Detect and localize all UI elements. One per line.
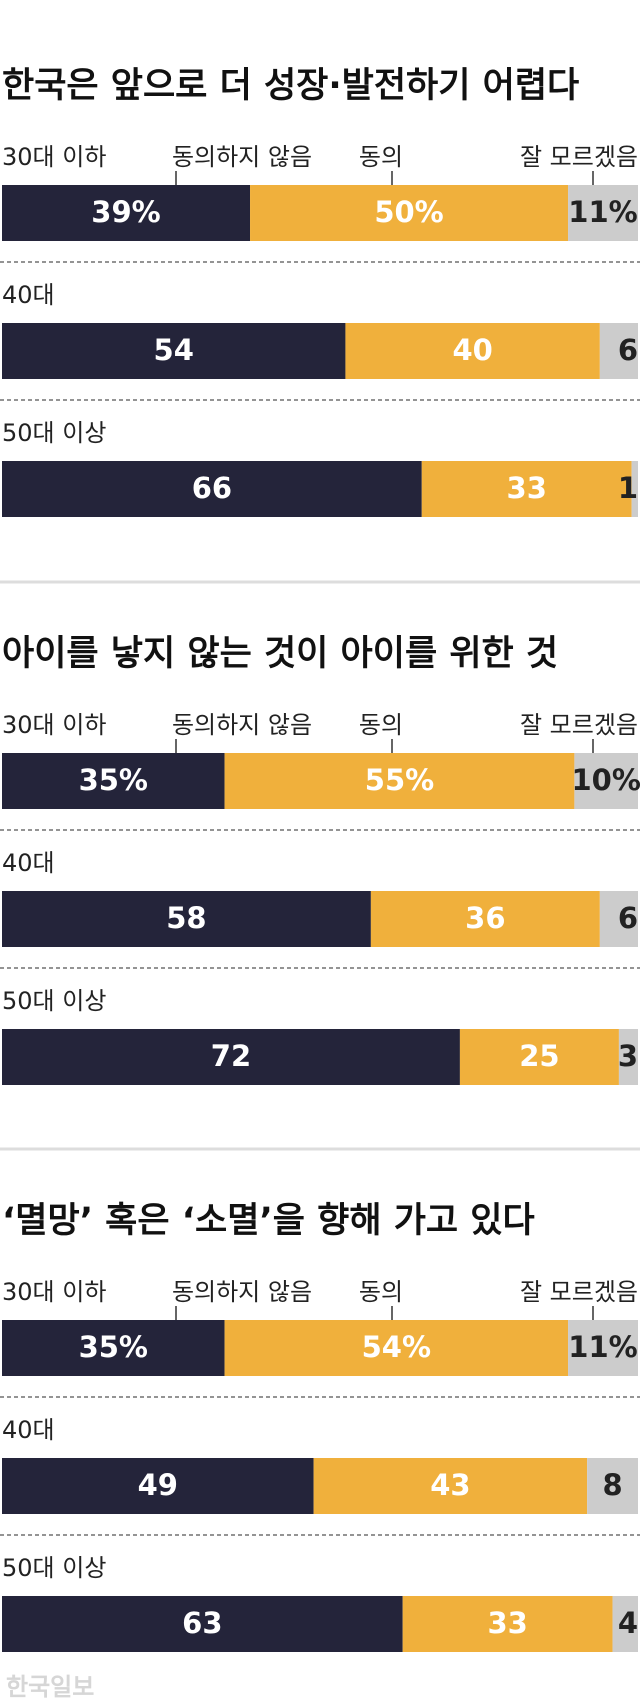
value-label: 11% — [568, 195, 637, 229]
bar-segment — [599, 323, 638, 379]
bar-segment — [2, 461, 422, 517]
bar-segment — [599, 891, 638, 947]
chart-title: ‘멸망’ 혹은 ‘소멸’을 향해 가고 있다 — [2, 1201, 535, 1241]
bar-segment — [568, 185, 638, 241]
chart-title: 아이를 낳지 않는 것이 아이를 위한 것 — [2, 634, 558, 674]
legend-label: 동의 — [359, 143, 403, 171]
bar-segment — [2, 1320, 225, 1376]
value-label: 50% — [374, 195, 443, 229]
bar-segment — [421, 461, 632, 517]
bar-segment — [370, 891, 600, 947]
bar-segment — [2, 1458, 314, 1514]
value-label: 35% — [79, 763, 148, 797]
category-label: 40대 — [2, 849, 55, 877]
value-label: 40 — [452, 333, 492, 367]
credit: 한국일보 — [6, 1673, 94, 1701]
bar-segment — [2, 323, 346, 379]
bar-segment — [2, 1596, 403, 1652]
category-label: 30대 이하 — [2, 711, 106, 739]
value-label: 72 — [211, 1039, 251, 1073]
value-label: 66 — [192, 471, 232, 505]
value-label: 54 — [154, 333, 194, 367]
bar-segment — [587, 1458, 638, 1514]
value-label: 1 — [618, 471, 638, 505]
value-label: 36 — [465, 901, 505, 935]
value-label: 8 — [602, 1468, 622, 1502]
bar-segment — [402, 1596, 613, 1652]
value-label: 33 — [487, 1606, 527, 1640]
chart-title: 한국은 앞으로 더 성장·발전하기 어렵다 — [2, 66, 579, 106]
value-label: 4 — [618, 1606, 638, 1640]
value-label: 63 — [182, 1606, 222, 1640]
category-label: 40대 — [2, 1416, 55, 1444]
category-label: 50대 이상 — [2, 987, 106, 1015]
value-label: 10% — [571, 763, 640, 797]
value-label: 6 — [618, 333, 638, 367]
legend-label: 동의하지 않음 — [172, 143, 312, 171]
bar-segment — [2, 891, 371, 947]
value-label: 58 — [166, 901, 206, 935]
value-label: 11% — [568, 1330, 637, 1364]
bar-segment — [612, 1596, 638, 1652]
bar-segment — [574, 753, 638, 809]
bar-segment — [2, 185, 251, 241]
bar-segment — [224, 1320, 569, 1376]
value-label: 54% — [362, 1330, 431, 1364]
value-label: 3 — [618, 1039, 638, 1073]
legend-label: 동의하지 않음 — [172, 711, 312, 739]
value-label: 6 — [618, 901, 638, 935]
legend-label: 잘 모르겠음 — [520, 711, 638, 739]
bar-segment — [2, 753, 225, 809]
value-label: 55% — [365, 763, 434, 797]
category-label: 50대 이상 — [2, 419, 106, 447]
legend-label: 동의 — [359, 711, 403, 739]
legend-label: 잘 모르겠음 — [520, 143, 638, 171]
legend-label: 동의하지 않음 — [172, 1278, 312, 1306]
bar-segment — [459, 1029, 619, 1085]
value-label: 49 — [138, 1468, 178, 1502]
legend-label: 동의 — [359, 1278, 403, 1306]
value-label: 33 — [507, 471, 547, 505]
value-label: 39% — [91, 195, 160, 229]
bar-segment — [568, 1320, 638, 1376]
bar-segment — [224, 753, 575, 809]
bar-segment — [2, 1029, 460, 1085]
category-label: 50대 이상 — [2, 1554, 106, 1582]
category-label: 30대 이하 — [2, 143, 106, 171]
category-label: 40대 — [2, 281, 55, 309]
legend-label: 잘 모르겠음 — [520, 1278, 638, 1306]
value-label: 25 — [519, 1039, 559, 1073]
category-label: 30대 이하 — [2, 1278, 106, 1306]
bar-segment — [345, 323, 600, 379]
bar-segment — [631, 461, 638, 517]
bar-segment — [618, 1029, 638, 1085]
bar-segment — [313, 1458, 588, 1514]
value-label: 43 — [430, 1468, 470, 1502]
value-label: 35% — [79, 1330, 148, 1364]
bar-segment — [250, 185, 569, 241]
